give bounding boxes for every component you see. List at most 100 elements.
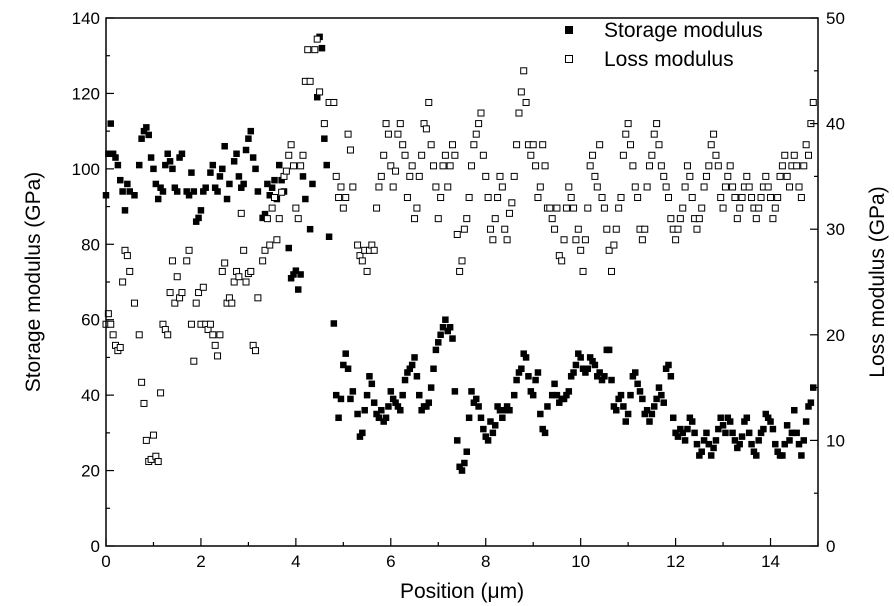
y2-tick-label: 0	[826, 537, 835, 556]
storage-modulus-point	[622, 418, 630, 425]
y-axis-ticks: 0 20 40 60 80 100 120 140	[72, 9, 114, 556]
loss-modulus-point	[767, 194, 775, 202]
loss-modulus-point	[553, 204, 561, 212]
storage-modulus-point	[468, 388, 475, 395]
loss-modulus-point	[157, 389, 165, 397]
loss-modulus-point	[259, 257, 267, 265]
storage-modulus-point	[166, 158, 174, 165]
storage-modulus-point	[242, 146, 250, 154]
storage-modulus-point	[164, 150, 171, 158]
loss-modulus-point	[211, 341, 219, 349]
storage-modulus-point	[446, 324, 454, 331]
storage-modulus-point	[404, 369, 411, 376]
loss-modulus-point	[539, 141, 547, 149]
storage-modulus-point	[380, 418, 387, 425]
loss-modulus-point	[149, 431, 157, 439]
storage-modulus-point	[688, 418, 696, 425]
storage-modulus-point	[178, 150, 186, 158]
loss-modulus-point	[610, 241, 618, 249]
storage-modulus-point	[416, 391, 423, 399]
loss-modulus-point	[662, 183, 670, 191]
loss-modulus-point	[800, 162, 808, 170]
loss-modulus-point	[140, 399, 148, 407]
storage-modulus-point	[703, 429, 710, 437]
loss-modulus-point	[638, 236, 646, 244]
storage-modulus-point	[219, 165, 226, 173]
loss-modulus-point	[394, 130, 402, 138]
storage-modulus-points	[102, 33, 817, 474]
storage-modulus-point	[313, 93, 321, 101]
storage-modulus-point	[105, 150, 112, 158]
loss-modulus-point	[755, 204, 763, 212]
loss-modulus-point	[190, 357, 198, 365]
storage-modulus-point	[717, 414, 724, 422]
loss-modulus-point	[242, 278, 250, 286]
storage-modulus-point	[499, 414, 506, 422]
storage-modulus-point	[249, 154, 257, 161]
storage-modulus-point	[802, 418, 810, 425]
loss-modulus-point	[254, 294, 262, 302]
loss-modulus-point	[430, 162, 438, 170]
loss-modulus-point	[560, 236, 568, 244]
loss-modulus-point	[396, 120, 404, 128]
storage-modulus-point	[299, 173, 307, 180]
storage-modulus-point	[601, 373, 608, 380]
loss-modulus-point	[456, 267, 464, 275]
loss-modulus-point	[384, 130, 392, 138]
loss-modulus-point	[199, 283, 207, 291]
storage-modulus-point	[154, 195, 162, 203]
storage-modulus-point	[470, 399, 478, 406]
storage-modulus-point	[276, 161, 283, 169]
storage-modulus-point	[610, 403, 618, 410]
storage-modulus-point	[738, 433, 746, 440]
storage-modulus-point	[646, 418, 653, 425]
loss-modulus-point	[681, 183, 689, 191]
loss-modulus-point	[275, 215, 283, 223]
y-tick-label: 20	[81, 462, 100, 481]
storage-modulus-point	[207, 169, 214, 176]
loss-modulus-point	[486, 225, 494, 233]
storage-modulus-point	[750, 448, 758, 455]
loss-modulus-point	[289, 162, 297, 170]
storage-modulus-point	[290, 271, 297, 278]
storage-modulus-point	[624, 410, 632, 418]
loss-modulus-point	[513, 141, 521, 149]
loss-modulus-point	[738, 194, 746, 202]
loss-modulus-point	[653, 120, 661, 128]
loss-modulus-point	[479, 151, 487, 159]
loss-modulus-point	[477, 109, 485, 117]
storage-modulus-point	[347, 395, 354, 403]
storage-modulus-point	[563, 391, 570, 399]
loss-modulus-point	[579, 267, 587, 275]
loss-modulus-point	[745, 183, 753, 191]
storage-modulus-point	[119, 188, 126, 195]
storage-modulus-point	[223, 195, 231, 203]
storage-modulus-point	[451, 388, 459, 395]
storage-modulus-point	[807, 399, 815, 406]
loss-modulus-point	[451, 151, 459, 159]
storage-modulus-point	[795, 440, 803, 448]
storage-modulus-point	[183, 188, 190, 195]
loss-modulus-point	[707, 141, 715, 149]
storage-modulus-point	[548, 391, 556, 399]
loss-modulus-point	[679, 204, 687, 212]
loss-modulus-point	[401, 151, 409, 159]
storage-modulus-point	[715, 425, 722, 433]
loss-modulus-point	[467, 162, 475, 170]
storage-modulus-point	[475, 403, 482, 410]
y-tick-label: 100	[72, 160, 100, 179]
storage-modulus-point	[577, 354, 584, 361]
loss-modulus-point	[698, 204, 706, 212]
storage-modulus-point	[173, 188, 181, 195]
storage-modulus-point	[302, 195, 309, 203]
loss-modulus-point	[726, 162, 734, 170]
storage-modulus-point	[389, 395, 397, 403]
loss-modulus-point	[292, 204, 300, 212]
storage-modulus-point	[332, 391, 340, 399]
loss-modulus-point	[349, 183, 357, 191]
loss-modulus-point	[558, 257, 566, 265]
loss-modulus-point	[688, 194, 696, 202]
loss-modulus-point	[729, 183, 737, 191]
storage-modulus-point	[684, 425, 691, 433]
storage-modulus-point	[408, 361, 416, 369]
